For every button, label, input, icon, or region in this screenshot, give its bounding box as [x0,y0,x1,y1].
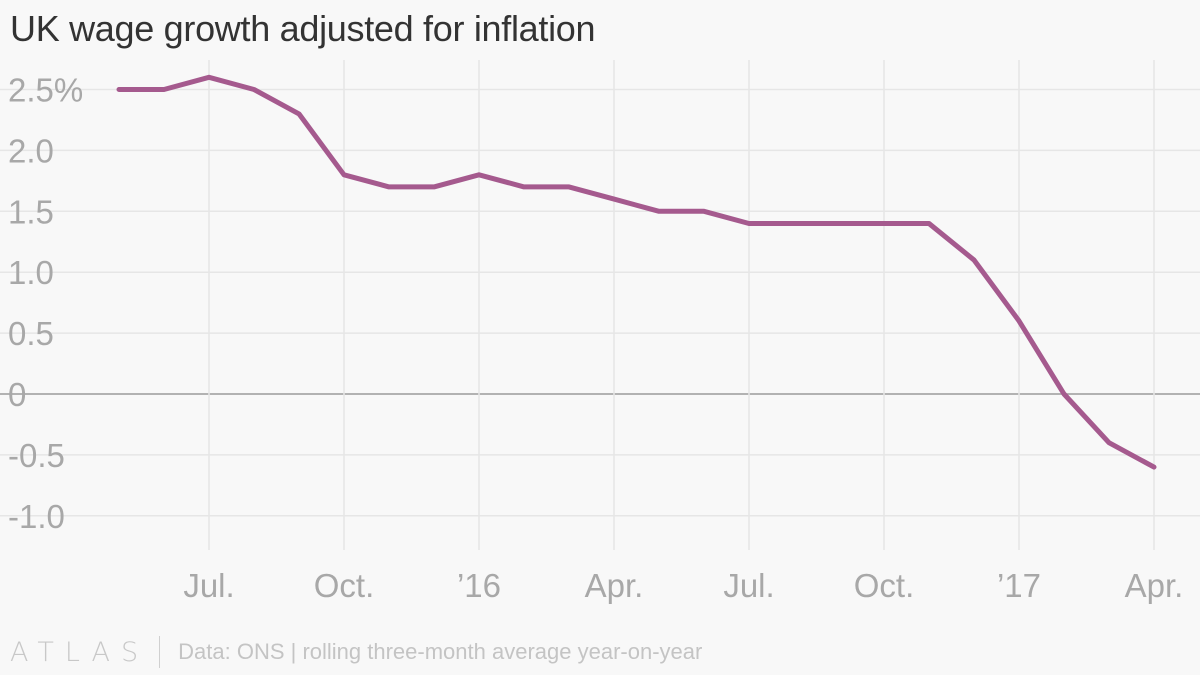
line-layer [116,74,1157,470]
y-tick-label: 1.0 [8,254,54,291]
y-tick-label: 0 [8,376,26,413]
footer: ATLAS Data: ONS | rolling three-month av… [10,634,702,670]
x-tick-label: ’17 [997,567,1041,604]
y-tick-label: 0.5 [8,315,54,352]
atlas-logo: ATLAS [10,636,150,668]
x-tick-label: Oct. [314,567,375,604]
series-line [116,74,1157,470]
footer-divider [159,636,161,668]
y-tick-label: 2.5% [8,72,83,109]
tick-layer: 2.5% 2.0 1.5 1.0 0.5 0 -0.5 -1.0 Jul. Oct. ’16 Apr.… [8,72,1183,605]
x-tick-label: Jul. [723,567,774,604]
x-tick-label: Oct. [854,567,915,604]
x-tick-label: ’16 [457,567,501,604]
source-note: Data: ONS | rolling three-month average … [178,639,703,664]
y-tick-label: -0.5 [8,437,65,474]
grid-layer [0,60,1200,550]
chart-title: UK wage growth adjusted for inflation [10,8,596,49]
x-tick-label: Apr. [585,567,644,604]
y-tick-label: -1.0 [8,498,65,535]
x-tick-label: Apr. [1125,567,1184,604]
x-tick-label: Jul. [183,567,234,604]
y-tick-label: 1.5 [8,193,54,230]
y-tick-label: 2.0 [8,132,54,169]
line-chart: 2.5% 2.0 1.5 1.0 0.5 0 -0.5 -1.0 Jul. Oct. ’16 Apr.… [0,60,1200,605]
